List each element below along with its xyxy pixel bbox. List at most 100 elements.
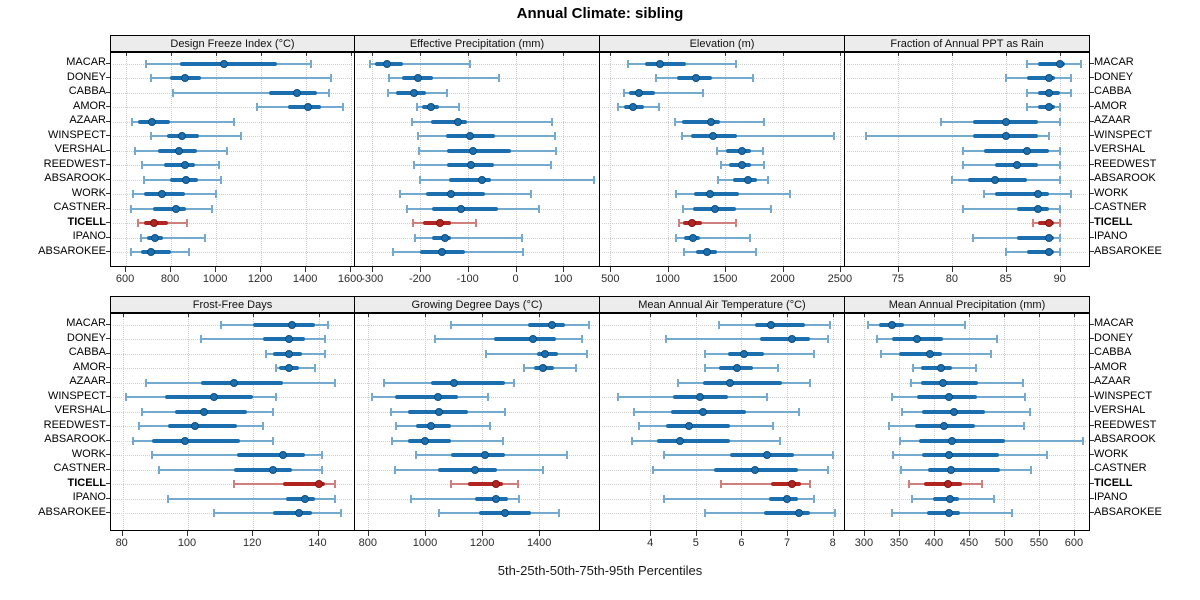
x-tick-top (897, 53, 899, 56)
iqr-box (924, 482, 962, 486)
iqr-box (153, 206, 186, 211)
station-label-right: IPANO (1094, 230, 1128, 242)
whisker-line (678, 222, 736, 224)
station-label-right: WORK (1094, 447, 1129, 460)
row-guide (113, 353, 352, 355)
x-tick-top (725, 53, 727, 56)
whisker-cap-right (324, 349, 326, 358)
whisker-cap-left (394, 465, 396, 474)
x-tick-top (933, 314, 935, 317)
iqr-box (140, 250, 172, 254)
x-tick-label: 80 (115, 537, 128, 549)
x-tick-label: 300 (854, 537, 874, 549)
whisker-cap-left (172, 88, 175, 97)
iqr-box (921, 366, 953, 370)
median-dot (943, 480, 952, 488)
whisker-cap-left (622, 88, 625, 97)
row-guide (357, 368, 596, 369)
iqr-box (898, 351, 942, 356)
iqr-box (168, 424, 237, 428)
x-tick (563, 267, 565, 272)
panel-strip: Design Freeze Index (°C) (110, 35, 355, 52)
station-label-left: CASTNER (53, 462, 106, 474)
panel-strip: Mean Annual Precipitation (mm) (845, 296, 1090, 313)
whisker-cap-right (558, 509, 561, 517)
whisker-cap-right (770, 204, 773, 213)
whisker-cap-left (129, 204, 132, 213)
x-gridline (372, 53, 374, 266)
median-dot (427, 103, 436, 111)
median-dot (944, 393, 953, 401)
y-tick-left (106, 367, 110, 368)
whisker-cap-left (413, 233, 416, 242)
median-dot (1045, 88, 1053, 97)
x-tick-label: 120 (243, 537, 262, 549)
median-dot (939, 378, 947, 387)
y-tick-right (1090, 338, 1094, 339)
x-tick-label: 7 (784, 537, 791, 549)
median-dot (434, 393, 443, 401)
panel-strip-title: Effective Precipitation (mm) (409, 37, 545, 50)
iqr-box (730, 453, 794, 457)
whisker-cap-left (213, 509, 216, 517)
station-label-left: MACAR (66, 56, 106, 68)
whisker-cap-right (592, 175, 595, 184)
row-guide (847, 324, 1086, 326)
panel-strip-title: Mean Annual Precipitation (mm) (888, 298, 1046, 311)
x-tick-label: 2000 (770, 273, 795, 285)
x-gridline (539, 314, 541, 530)
whisker-cap-left (681, 132, 684, 140)
median-dot (1045, 233, 1053, 242)
whisker-cap-left (950, 175, 953, 184)
iqr-box (702, 380, 783, 385)
whisker-cap-right (1023, 393, 1026, 401)
station-label-right: ABSAROOK (1094, 172, 1156, 184)
x-tick-top (126, 53, 128, 56)
median-dot (500, 509, 509, 517)
x-tick-label: 350 (889, 537, 909, 549)
median-dot (698, 407, 707, 416)
x-tick-top (122, 314, 124, 317)
x-gridline (425, 314, 426, 530)
whisker-cap-left (368, 59, 371, 68)
x-tick-label: 600 (115, 273, 135, 285)
x-tick (863, 531, 865, 536)
whisker-cap-left (411, 117, 414, 126)
whisker-cap-left (875, 335, 878, 343)
whisker-cap-left (637, 422, 640, 430)
x-tick-label: 8 (829, 537, 836, 549)
whisker-cap-left (891, 451, 894, 459)
whisker-cap-left (449, 320, 452, 329)
station-label-left: WINSPECT (47, 128, 106, 141)
x-gridline (782, 53, 784, 266)
whisker-cap-left (149, 74, 152, 82)
whisker-cap-left (683, 248, 686, 256)
whisker-cap-right (762, 161, 765, 169)
median-dot (687, 219, 696, 227)
row-guide (113, 194, 352, 195)
iqr-box (1016, 206, 1049, 211)
whisker-cap-left (655, 74, 658, 82)
x-tick-label: 1400 (526, 537, 552, 549)
x-tick-label: 80 (945, 273, 959, 285)
iqr-box (285, 496, 316, 501)
panel (845, 313, 1090, 531)
median-dot (438, 248, 447, 256)
station-label-right: VERSHAL (1094, 143, 1146, 155)
whisker-cap-left (1026, 88, 1029, 97)
y-tick-right (1090, 178, 1094, 180)
x-tick-label: 90 (1053, 273, 1066, 285)
whisker-cap-right (1080, 59, 1083, 68)
station-label-left: VERSHAL (54, 404, 106, 416)
median-dot (691, 74, 700, 82)
whisker-line (865, 135, 1049, 137)
median-dot (1055, 59, 1064, 68)
whisker-cap-right (219, 175, 222, 184)
whisker-cap-left (140, 161, 143, 169)
median-dot (178, 132, 187, 140)
median-dot (158, 190, 167, 198)
whisker-cap-left (144, 378, 147, 387)
whisker-cap-left (200, 335, 202, 343)
whisker-line (410, 497, 520, 500)
whisker-cap-left (983, 190, 986, 198)
